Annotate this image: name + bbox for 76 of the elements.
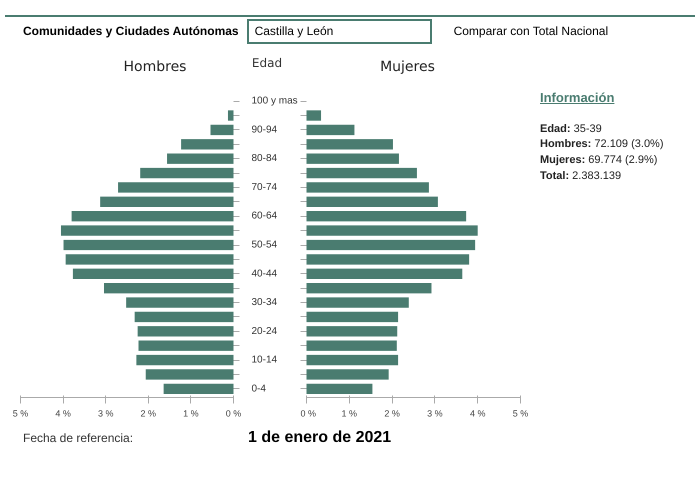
x-tick-label: 5 % bbox=[12, 408, 28, 418]
bar bbox=[306, 154, 399, 164]
bar bbox=[306, 369, 389, 380]
x-tick-label: 2 % bbox=[384, 408, 400, 418]
y-tick-label: 100 y mas bbox=[252, 96, 298, 107]
bar bbox=[134, 312, 234, 322]
bar bbox=[64, 240, 234, 250]
bar bbox=[306, 268, 462, 279]
bar bbox=[306, 240, 476, 250]
text: Castilla y León bbox=[246, 19, 432, 44]
text: Edad: 35-39 bbox=[540, 122, 603, 137]
bar bbox=[306, 211, 466, 222]
bar bbox=[306, 354, 398, 366]
text: Información bbox=[540, 89, 616, 107]
y-tick-label: 0-4 bbox=[252, 383, 266, 394]
bar bbox=[140, 168, 234, 178]
bar bbox=[306, 182, 429, 193]
x-tick-label: 3 % bbox=[98, 408, 114, 418]
x-tick-label: 1 % bbox=[342, 408, 358, 418]
y-tick-label: 90-94 bbox=[252, 124, 278, 136]
bar bbox=[72, 211, 234, 222]
bar bbox=[167, 154, 234, 164]
text: Hombres: 72.109 (3.0%) bbox=[540, 137, 664, 152]
x-tick-label: 5 % bbox=[512, 408, 528, 418]
bar bbox=[72, 268, 234, 279]
y-tick-label: 30-34 bbox=[252, 297, 278, 308]
x-tick-label: 4 % bbox=[470, 408, 486, 418]
text: Comparar con Total Nacional bbox=[454, 23, 608, 40]
bar bbox=[306, 340, 397, 351]
bar bbox=[306, 282, 432, 294]
text: 1 de enero de 2021 bbox=[248, 429, 392, 446]
text: Comunidades y Ciudades Autónomas bbox=[23, 23, 239, 40]
bar bbox=[66, 254, 234, 265]
y-tick-label: 40-44 bbox=[252, 268, 278, 280]
bar bbox=[104, 282, 234, 294]
chart-title: Mujeres bbox=[379, 58, 436, 77]
bar bbox=[306, 384, 372, 394]
bar bbox=[60, 225, 234, 236]
text: Fecha de referencia: bbox=[23, 430, 134, 447]
x-tick-label: 2 % bbox=[140, 408, 156, 418]
y-tick-label: 80-84 bbox=[252, 153, 278, 164]
bar bbox=[100, 196, 234, 208]
bar bbox=[118, 182, 234, 193]
bar bbox=[306, 139, 393, 150]
bar bbox=[181, 139, 234, 150]
bar bbox=[306, 326, 398, 336]
bar bbox=[306, 124, 354, 136]
bar bbox=[228, 110, 234, 121]
y-axis-title: Edad bbox=[250, 55, 284, 72]
x-tick-label: 4 % bbox=[55, 408, 71, 418]
bar bbox=[126, 297, 234, 308]
bar bbox=[306, 297, 409, 308]
bar bbox=[138, 326, 234, 336]
text: Total: 2.383.139 bbox=[540, 168, 622, 184]
y-tick-label: 20-24 bbox=[252, 326, 278, 337]
bar bbox=[138, 340, 234, 351]
y-tick-label: 60-64 bbox=[252, 210, 278, 222]
text: Mujeres: 69.774 (2.9%) bbox=[540, 152, 658, 168]
x-tick-label: 1 % bbox=[183, 408, 199, 418]
bar bbox=[306, 312, 398, 322]
bar bbox=[136, 354, 234, 366]
y-tick-label: 10-14 bbox=[252, 354, 278, 366]
bar bbox=[146, 369, 234, 380]
y-tick-label: 70-74 bbox=[252, 182, 278, 193]
x-tick-label: 3 % bbox=[427, 408, 443, 418]
bar bbox=[306, 196, 438, 208]
bar bbox=[306, 168, 417, 178]
bar bbox=[210, 124, 234, 136]
chart-title: Hombres bbox=[122, 58, 188, 77]
x-tick-label: 0 % bbox=[226, 408, 242, 418]
bar bbox=[306, 225, 478, 236]
x-tick-label: 0 % bbox=[300, 408, 316, 418]
bar bbox=[164, 384, 234, 394]
bar bbox=[306, 254, 470, 265]
y-tick-label: 50-54 bbox=[252, 240, 278, 250]
bar bbox=[306, 110, 322, 121]
